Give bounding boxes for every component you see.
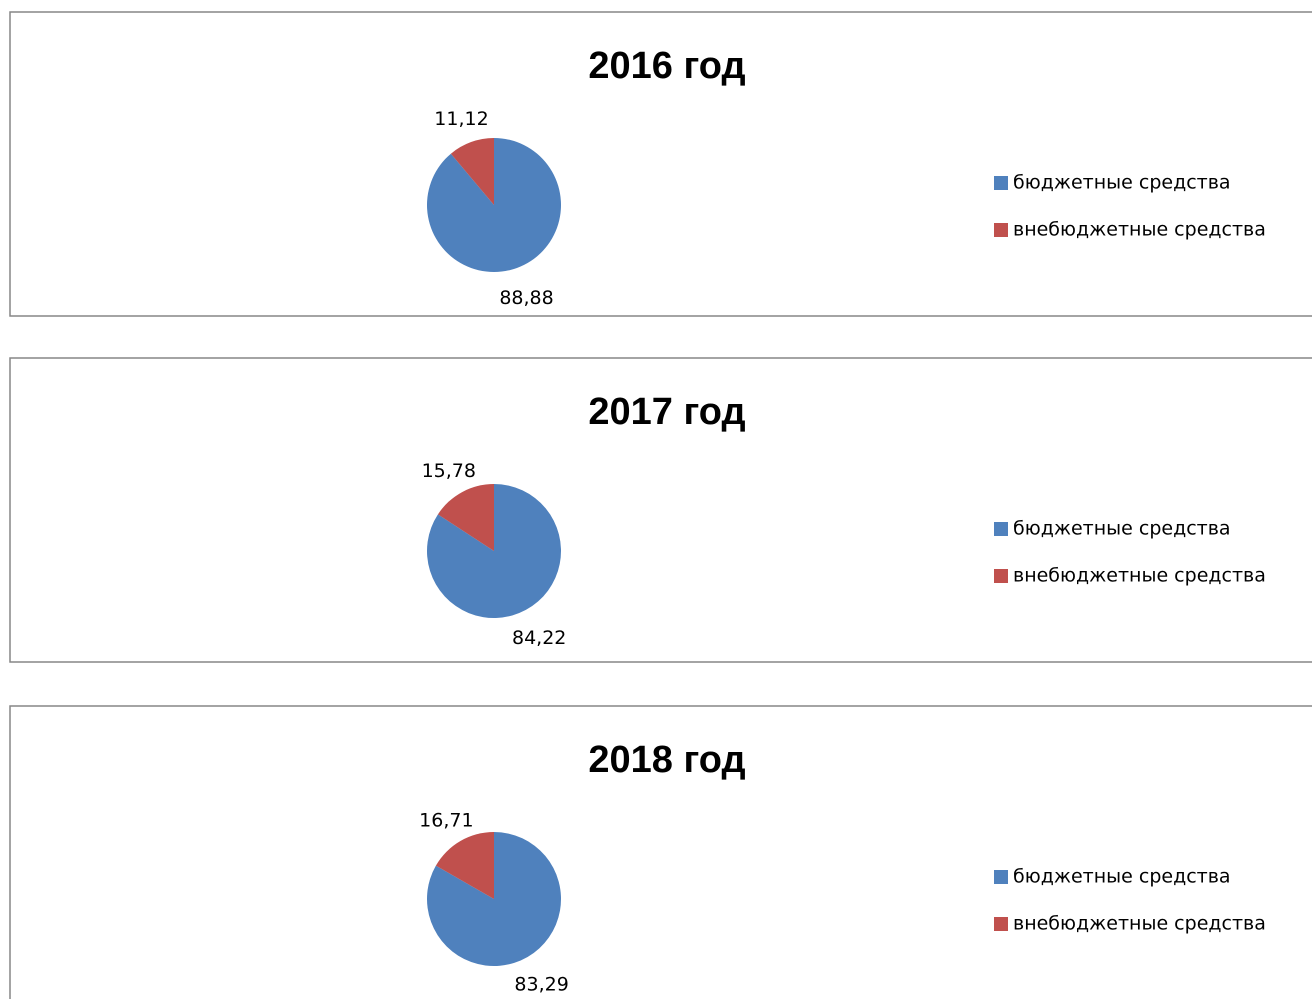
pie-slice bbox=[450, 138, 494, 205]
pie-slice bbox=[435, 832, 494, 899]
legend-label: внебюджетные средства bbox=[1013, 219, 1266, 241]
legend-swatch bbox=[994, 569, 1008, 583]
data-label: 83,29 bbox=[514, 974, 568, 996]
panel-border bbox=[9, 357, 1312, 663]
data-label: 15,78 bbox=[422, 460, 476, 482]
legend-swatch bbox=[994, 870, 1008, 884]
pie-slice bbox=[427, 484, 562, 619]
chart-title: 2018 год bbox=[588, 739, 745, 781]
data-label: 11,12 bbox=[434, 108, 488, 130]
pie-slice bbox=[426, 832, 561, 966]
legend-label: бюджетные средства bbox=[1013, 518, 1231, 540]
legend-swatch bbox=[994, 522, 1008, 536]
panel-border bbox=[9, 705, 1312, 999]
data-label: 16,71 bbox=[419, 809, 473, 831]
data-label: 88,88 bbox=[499, 287, 553, 309]
legend-swatch bbox=[994, 176, 1008, 190]
legend-swatch bbox=[994, 223, 1008, 237]
panel-border bbox=[9, 11, 1312, 317]
chart-title: 2016 год bbox=[588, 45, 745, 87]
chart-panel: 2018 год 83,29 16,71 бюджетные средства внеб… bbox=[9, 705, 1312, 999]
chart-title: 2017 год bbox=[588, 391, 745, 433]
chart-panel: 2016 год 88,88 11,12 бюджетные средства внеб… bbox=[9, 11, 1312, 317]
legend-label: внебюджетные средства bbox=[1013, 565, 1266, 587]
legend-label: внебюджетные средства bbox=[1013, 913, 1266, 935]
chart-panel: 2017 год 84,22 15,78 бюджетные средства внеб… bbox=[9, 357, 1312, 663]
pie-slice bbox=[437, 484, 494, 551]
legend-swatch bbox=[994, 917, 1008, 931]
data-label: 84,22 bbox=[512, 627, 566, 649]
pie-slice bbox=[426, 138, 561, 273]
legend-label: бюджетные средства bbox=[1013, 866, 1231, 888]
legend-label: бюджетные средства bbox=[1013, 172, 1231, 194]
